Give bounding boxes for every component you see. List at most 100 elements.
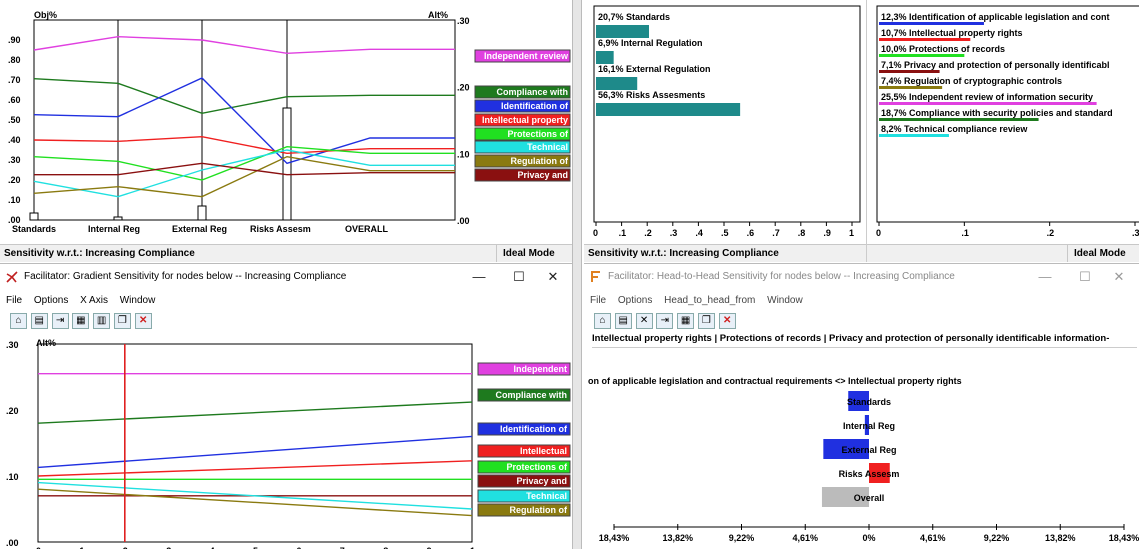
head-to-head-bar [848,391,869,411]
grid-icon[interactable]: ▦ [72,313,90,329]
series-tag-label: Identification of [500,424,568,434]
y-tick-label: .00 [6,538,19,548]
x-tick-label: .5 [721,228,729,238]
obj-tick-label: .10 [8,195,21,205]
menu-options[interactable]: Options [617,295,653,306]
minimize-button[interactable]: — [472,269,486,284]
y-tick-label: .10 [6,472,19,482]
y-tick-label: .30 [6,340,19,350]
criteria-weights-chart[interactable]: 20,7% Standards 6,9% Internal Regulation 1… [584,0,866,262]
x-axis-label: OVERALL [345,224,389,234]
overall-sensitivity-plot[interactable]: .90 .80 .70 .60 .50 .40 .30 .20 .10 .00 .30 .20 .10.… [0,0,572,262]
close-button[interactable]: ✕ [1113,269,1125,284]
grid-icon[interactable]: ▦ [677,313,695,329]
toolbar: ⌂ ▤ ⇥ ▦ ▥ ❐ ✕ [6,311,153,331]
x-tick-label: .2 [644,228,652,238]
export-icon[interactable]: ⇥ [656,313,674,329]
series-tag-label: Independent review [484,51,569,61]
x-axis-label: Standards [12,224,56,234]
series-tag [474,140,571,154]
x-tick-label: 2 [123,546,128,549]
home-icon[interactable]: ⌂ [594,313,611,329]
series-tag [474,168,571,182]
close-icon[interactable]: ✕ [134,313,152,329]
alternative-bar [879,54,965,57]
menu-window[interactable]: Window [767,295,803,306]
close-icon[interactable]: ✕ [718,313,736,329]
menu-head-to-head-from[interactable]: Head_to_head_from [664,295,756,306]
criterion-label: 20,7% Standards [598,12,670,22]
ideal-mode-label: Ideal Mode [1067,245,1132,262]
x-tick-label: 9,22% [729,533,755,543]
x-tick-label: 5 [253,546,258,549]
alternative-label: 10,0% Protections of records [881,44,1005,54]
series-tag-label: Compliance with [496,87,568,97]
status-text: Sensitivity w.r.t.: Increasing Complianc… [588,248,779,259]
title-bar[interactable]: Facilitator: Head-to-Head Sensitivity fo… [584,266,1139,288]
menu-file[interactable]: File [590,295,607,306]
copy-icon[interactable]: ❐ [113,313,131,329]
series-line [37,435,473,469]
alternative-bar [879,22,984,25]
x-tick-label: .2 [1047,228,1055,238]
obj-tick-label: .00 [8,215,21,225]
x-tick-label: 0 [876,228,881,238]
series-tag [474,127,571,141]
title-bar[interactable]: Facilitator: Gradient Sensitivity for no… [0,266,572,288]
x-tick-label: .1 [619,228,627,238]
criterion-label: 56,3% Risks Assesments [598,90,705,100]
minimize-button[interactable]: — [1038,269,1052,284]
gradient-icon[interactable]: ✕ [635,313,653,329]
export-icon[interactable]: ⇥ [51,313,69,329]
alternative-bar [879,102,1097,105]
window-title: Facilitator: Head-to-Head Sensitivity fo… [608,271,955,282]
series-line [37,488,473,517]
home-icon[interactable]: ⌂ [10,313,27,329]
menu-bar: File Options Head_to_head_from Window [584,292,1139,310]
criterion-bar [596,103,741,116]
menu-file[interactable]: File [6,295,23,306]
x-tick-label: 8 [383,546,388,549]
series-tag [474,154,571,168]
x-tick-label: .3 [670,228,678,238]
plot-frame [33,19,456,221]
alt-axis-title: Alt% [36,338,56,348]
category-label: Standards [847,397,891,407]
comparison-label: on of applicable legislation and contrac… [588,376,962,386]
menu-window[interactable]: Window [119,295,156,306]
copy-icon[interactable]: ❐ [697,313,715,329]
alternative-label: 10,7% Intellectual property rights [881,28,1023,38]
maximize-button[interactable]: ☐ [513,269,525,284]
series-line [37,481,473,510]
gradient-sensitivity-plot[interactable]: .30 .20 .10 .00 0 1 2 3 4 5 6 7 8 9 1 Independent Compli… [0,332,572,549]
series-tag-label: Regulation of [510,505,568,515]
alt-tick-label: .20 [457,83,470,93]
x-axis-label: External Reg [172,224,227,234]
x-tick-label: 13,82% [662,533,693,543]
x-tick-label: 3 [166,546,171,549]
vertical-divider[interactable] [572,0,582,549]
series-line [33,77,455,115]
series-tag [477,388,571,402]
status-text: Sensitivity w.r.t.: Increasing Complianc… [4,248,195,259]
alternative-label: 7,4% Regulation of cryptographic control… [881,76,1062,86]
top-middle-pane: 20,7% Standards 6,9% Internal Regulation 1… [584,0,866,262]
tabs-text: Intellectual property rights | Protectio… [592,333,1110,344]
menu-x-axis[interactable]: X Axis [80,295,108,306]
obj-tick-label: .60 [8,95,21,105]
menu-options[interactable]: Options [33,295,69,306]
maximize-button[interactable]: ☐ [1079,269,1091,284]
head-to-head-chart[interactable]: 18,43% 13,82% 9,22% 4,61% 0% 4,61% 9,22% 13,82%… [584,389,1139,549]
x-tick-label: 4,61% [792,533,818,543]
table-icon[interactable]: ▥ [93,313,111,329]
chart-icon[interactable]: ▤ [614,313,632,329]
chart-icon[interactable]: ▤ [30,313,48,329]
alternative-label: 8,2% Technical compliance review [881,124,1028,134]
x-tick-label: 4,61% [920,533,946,543]
series-line [33,145,455,181]
x-tick-label: 18,43% [599,533,630,543]
alternative-tabs[interactable]: Intellectual property rights | Protectio… [592,333,1137,348]
x-axis-label: Risks Assesm [250,224,311,234]
close-button[interactable]: ✕ [547,269,559,284]
alternatives-weights-chart[interactable]: 12,3% Identification of applicable legis… [867,0,1139,262]
